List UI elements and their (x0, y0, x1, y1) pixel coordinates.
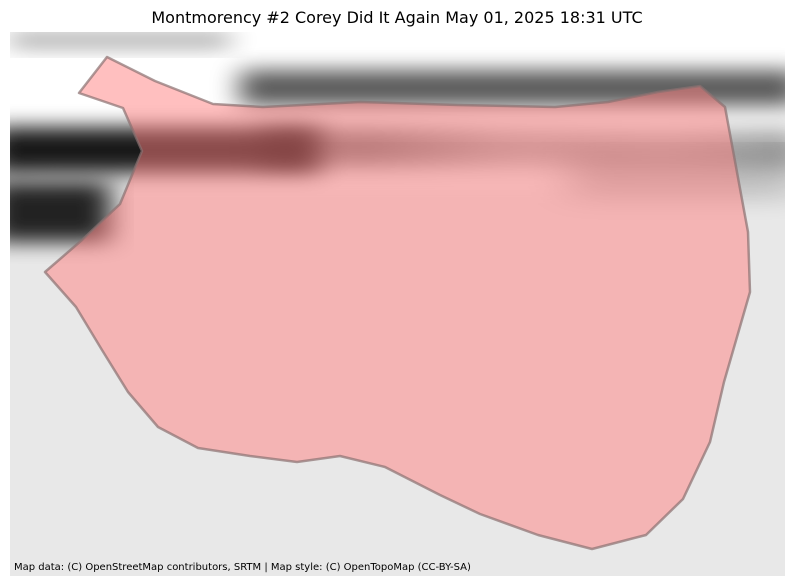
map-canvas[interactable] (10, 32, 785, 576)
map-title: Montmorency #2 Corey Did It Again May 01… (151, 8, 643, 27)
fire-perimeter-polygon[interactable] (43, 55, 752, 551)
hillshade-top-left-streak (10, 34, 230, 46)
map-viewport[interactable] (10, 32, 785, 576)
map-attribution: Map data: (C) OpenStreetMap contributors… (14, 562, 471, 573)
